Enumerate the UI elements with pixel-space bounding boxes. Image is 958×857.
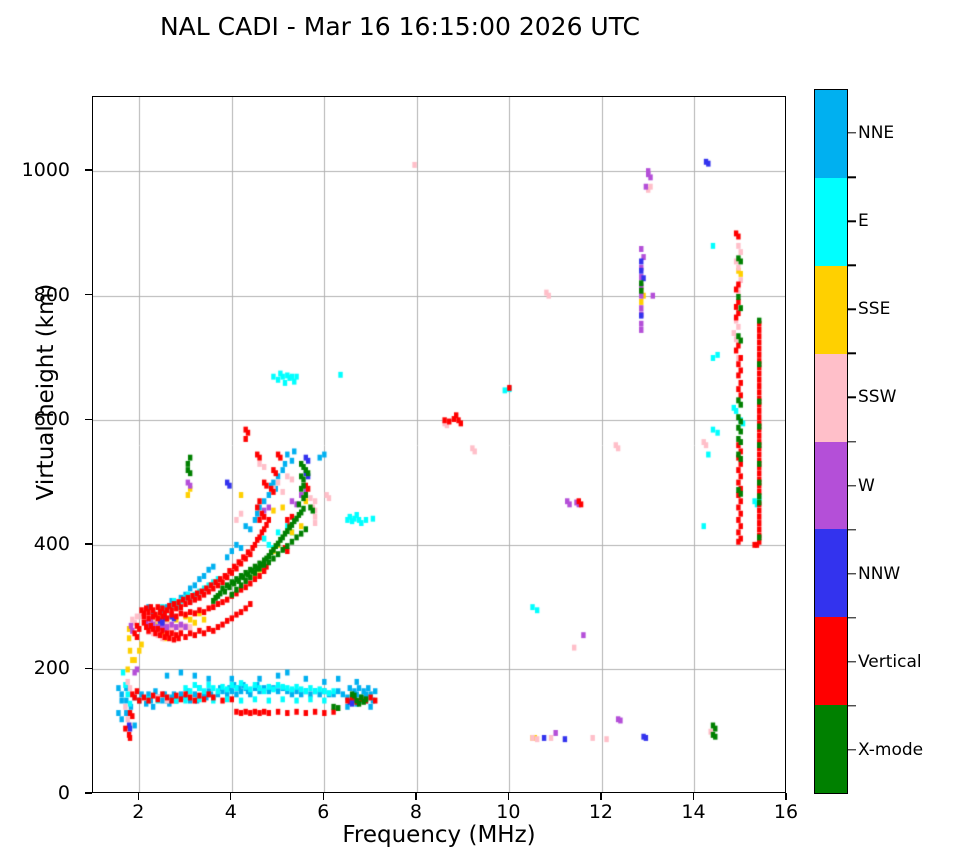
colorbar-tick: [848, 749, 856, 751]
colorbar-boundary-tick: [848, 440, 856, 443]
colorbar-label-sse: SSE: [858, 299, 891, 320]
y-tick-mark: [85, 792, 92, 794]
colorbar-segment-nne[interactable]: [815, 90, 847, 178]
colorbar-segment-ssw[interactable]: [815, 353, 847, 442]
colorbar-segment-sse[interactable]: [815, 265, 847, 354]
colorbar-segment-e[interactable]: [815, 177, 847, 266]
azimuth-colorbar[interactable]: [814, 89, 848, 794]
colorbar-label-w: W: [858, 475, 875, 496]
x-tick-label: 2: [132, 801, 145, 823]
y-tick-label: 200: [33, 657, 70, 680]
y-tick-label: 400: [33, 532, 70, 555]
y-tick-label: 600: [33, 408, 70, 431]
colorbar-boundary-tick: [848, 705, 856, 707]
colorbar-tick: [848, 484, 856, 487]
colorbar-label-e: E: [858, 211, 869, 232]
y-tick-mark: [85, 169, 92, 171]
colorbar-boundary-tick: [848, 617, 856, 619]
colorbar-tick: [848, 308, 856, 311]
x-tick-mark: [322, 793, 325, 800]
y-tick-mark: [85, 543, 92, 545]
x-tick-mark: [137, 793, 139, 800]
colorbar-label-nne: NNE: [858, 123, 895, 144]
colorbar-segment-nnw[interactable]: [815, 529, 847, 618]
x-tick-label: 14: [681, 801, 706, 823]
colorbar-tick: [848, 661, 856, 663]
y-tick-label: 0: [57, 782, 70, 804]
colorbar-segment-w[interactable]: [815, 441, 847, 530]
x-tick-mark: [230, 793, 232, 800]
colorbar-boundary-tick: [848, 528, 856, 531]
x-tick-label: 12: [588, 801, 614, 823]
x-tick-label: 10: [496, 801, 521, 823]
colorbar-boundary-tick: [848, 264, 856, 266]
plot-area[interactable]: [92, 96, 786, 793]
colorbar-label-x-mode: X-mode: [858, 739, 924, 760]
colorbar-tick: [848, 220, 856, 222]
x-tick-mark: [507, 793, 510, 800]
figure-title: NAL CADI - Mar 16 16:15:00 2026 UTC: [159, 12, 640, 41]
x-tick-mark: [415, 793, 417, 800]
x-tick-mark: [692, 793, 695, 800]
colorbar-label-ssw: SSW: [858, 387, 897, 408]
colorbar-label-nnw: NNW: [858, 563, 901, 584]
y-tick-label: 800: [33, 283, 70, 306]
ionogram-canvas: [93, 97, 785, 792]
y-tick-mark: [85, 293, 92, 296]
y-tick-label: 1000: [21, 159, 70, 182]
x-tick-mark: [600, 793, 602, 800]
x-tick-label: 4: [224, 801, 237, 823]
colorbar-tick: [848, 132, 856, 134]
x-tick-label: 8: [409, 801, 422, 823]
y-tick-mark: [85, 418, 92, 420]
y-axis-label: Virtual height (km): [33, 283, 59, 501]
x-axis-label: Frequency (MHz): [342, 822, 536, 848]
y-tick-mark: [85, 667, 92, 670]
x-tick-label: 6: [317, 801, 330, 823]
x-tick-mark: [785, 793, 787, 800]
y-axis-ticks: 0 200 400 600 800 1000: [0, 0, 80, 857]
colorbar-tick: [848, 396, 856, 399]
colorbar-boundary-tick: [848, 352, 856, 355]
colorbar-boundary-tick: [848, 176, 856, 178]
colorbar-label-vertical: Vertical: [858, 651, 922, 672]
colorbar-segment-vertical[interactable]: [815, 617, 847, 706]
colorbar-segment-x-mode[interactable]: [815, 705, 847, 793]
colorbar-tick: [848, 572, 856, 575]
x-tick-label: 16: [773, 801, 799, 823]
